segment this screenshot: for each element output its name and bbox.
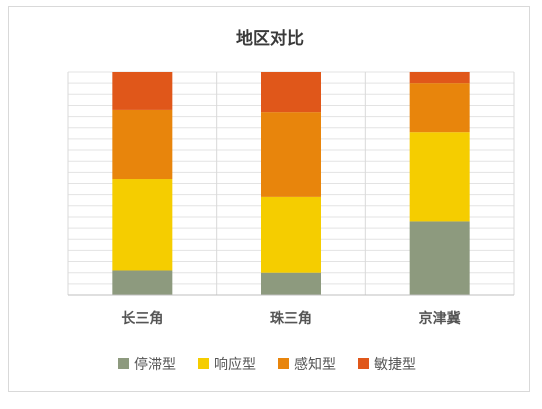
legend-label: 感知型	[294, 356, 336, 373]
legend-label: 停滞型	[134, 356, 176, 373]
chart-frame: 地区对比 长三角 珠三角 京津冀 停滞型 响应型 感知型 敏捷型	[8, 6, 530, 392]
bar-segment	[261, 272, 321, 295]
x-tick-label: 长三角	[121, 310, 163, 327]
bar-segment	[112, 179, 173, 271]
bars	[112, 72, 470, 295]
legend-swatch	[198, 358, 209, 369]
x-axis: 长三角 珠三角 京津冀	[68, 294, 514, 327]
bar-segment	[261, 196, 321, 273]
legend-swatch	[278, 358, 289, 369]
legend-swatch	[118, 358, 129, 369]
stacked-bar-chart: 地区对比 长三角 珠三角 京津冀 停滞型 响应型 感知型 敏捷型	[67, 28, 515, 373]
bar-segment	[112, 72, 173, 110]
legend-swatch	[358, 358, 369, 369]
bar-segment	[261, 112, 321, 197]
bar-segment	[409, 221, 470, 295]
bar-segment	[409, 72, 470, 84]
x-tick-label: 京津冀	[419, 310, 461, 327]
bar-segment	[261, 72, 321, 113]
bar-segment	[409, 132, 470, 222]
bar-segment	[112, 270, 173, 295]
legend-label: 敏捷型	[374, 357, 416, 373]
chart-title: 地区对比	[236, 28, 304, 49]
x-tick-label: 珠三角	[270, 310, 312, 327]
legend-label: 响应型	[214, 356, 256, 373]
bar-segment	[409, 83, 470, 133]
legend: 停滞型 响应型 感知型 敏捷型	[118, 356, 416, 373]
bar-segment	[112, 109, 173, 180]
